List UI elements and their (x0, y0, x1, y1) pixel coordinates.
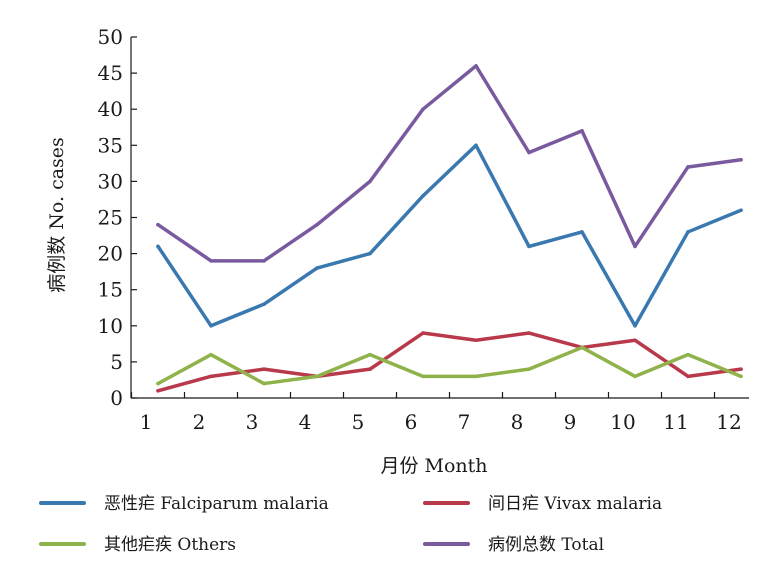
data-point (633, 374, 637, 379)
series-line (156, 331, 743, 393)
data-point (527, 367, 531, 371)
data-point (527, 244, 531, 249)
legend: 恶性疟 Falciparum malaria 间日疟 Vivax malaria 其… (39, 494, 662, 555)
y-tick-label: 0 (110, 386, 123, 410)
y-tick-label: 35 (98, 133, 123, 157)
data-point (527, 150, 531, 155)
y-tick-label: 10 (98, 314, 123, 338)
data-point (739, 367, 743, 371)
x-tick-label: 2 (193, 410, 206, 434)
data-point (633, 244, 637, 249)
y-tick-label: 5 (110, 350, 123, 374)
series-lines (156, 64, 743, 393)
y-ticks: 0 5 10 15 20 25 30 35 40 45 50 (98, 25, 137, 410)
x-tick-label: 3 (246, 410, 259, 434)
y-tick-label: 45 (98, 61, 123, 85)
legend-label: 其他疟疾 Others (104, 535, 236, 555)
data-point (686, 165, 690, 169)
x-tick-label: 9 (564, 410, 577, 434)
data-point (527, 331, 531, 335)
data-point (421, 194, 425, 198)
data-point (262, 381, 266, 386)
data-point (739, 157, 743, 162)
data-point (209, 352, 213, 357)
data-point (580, 230, 584, 234)
y-tick-label: 20 (98, 242, 123, 266)
data-point (421, 374, 425, 379)
data-point (315, 222, 319, 227)
data-point (262, 259, 266, 263)
y-tick-label: 30 (98, 169, 123, 193)
legend-label: 恶性疟 Falciparum malaria (104, 494, 329, 514)
data-point (156, 388, 160, 393)
data-point (633, 338, 637, 343)
data-point (368, 179, 372, 184)
data-point (368, 352, 372, 357)
data-point (580, 345, 584, 350)
x-tick-label: 12 (716, 410, 741, 434)
series-line (156, 64, 743, 263)
data-point (156, 244, 160, 249)
data-point (368, 367, 372, 371)
data-point (739, 208, 743, 213)
x-tick-label: 5 (352, 410, 365, 434)
legend-label: 间日疟 Vivax malaria (488, 494, 662, 514)
data-point (262, 367, 266, 371)
data-point (156, 222, 160, 227)
y-tick-label: 25 (98, 206, 123, 230)
data-point (474, 64, 478, 68)
data-point (474, 374, 478, 379)
data-point (686, 352, 690, 357)
x-tick-label: 7 (458, 410, 471, 434)
data-point (686, 374, 690, 379)
data-point (315, 374, 319, 379)
data-point (156, 381, 160, 386)
x-tick-label: 6 (405, 410, 418, 434)
x-tick-label: 4 (299, 410, 312, 434)
data-point (262, 302, 266, 306)
y-tick-label: 50 (98, 25, 123, 49)
legend-label: 病例总数 Total (488, 535, 604, 555)
x-tick-label: 1 (140, 410, 153, 434)
y-axis-title: 病例数 No. cases (46, 137, 68, 293)
data-point (474, 338, 478, 343)
series-line (156, 345, 743, 386)
x-tick-label: 11 (663, 410, 688, 434)
x-tick-label: 10 (610, 410, 635, 434)
data-point (739, 374, 743, 379)
x-tick-label: 8 (511, 410, 524, 434)
data-point (315, 266, 319, 270)
data-point (421, 107, 425, 111)
data-point (474, 143, 478, 148)
x-axis-title: 月份 Month (380, 455, 487, 477)
data-point (209, 259, 213, 263)
data-point (209, 374, 213, 379)
x-ticks: 1 2 3 4 5 6 7 8 9 10 11 12 (130, 392, 742, 434)
y-tick-label: 15 (98, 278, 123, 302)
data-point (580, 129, 584, 133)
data-point (368, 251, 372, 256)
data-point (209, 324, 213, 328)
data-point (421, 331, 425, 335)
data-point (633, 324, 637, 328)
y-tick-label: 40 (98, 97, 123, 121)
series-line (156, 143, 743, 328)
data-point (686, 230, 690, 234)
